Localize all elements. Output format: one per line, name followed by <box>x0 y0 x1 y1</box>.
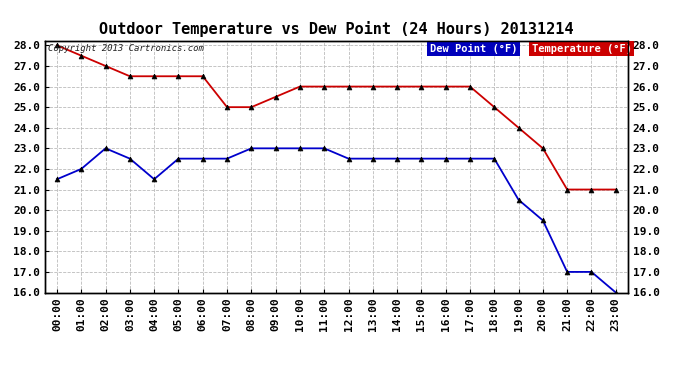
Title: Outdoor Temperature vs Dew Point (24 Hours) 20131214: Outdoor Temperature vs Dew Point (24 Hou… <box>99 21 573 37</box>
Text: Dew Point (°F): Dew Point (°F) <box>430 44 518 54</box>
Text: Copyright 2013 Cartronics.com: Copyright 2013 Cartronics.com <box>48 44 204 53</box>
Text: Temperature (°F): Temperature (°F) <box>532 44 632 54</box>
